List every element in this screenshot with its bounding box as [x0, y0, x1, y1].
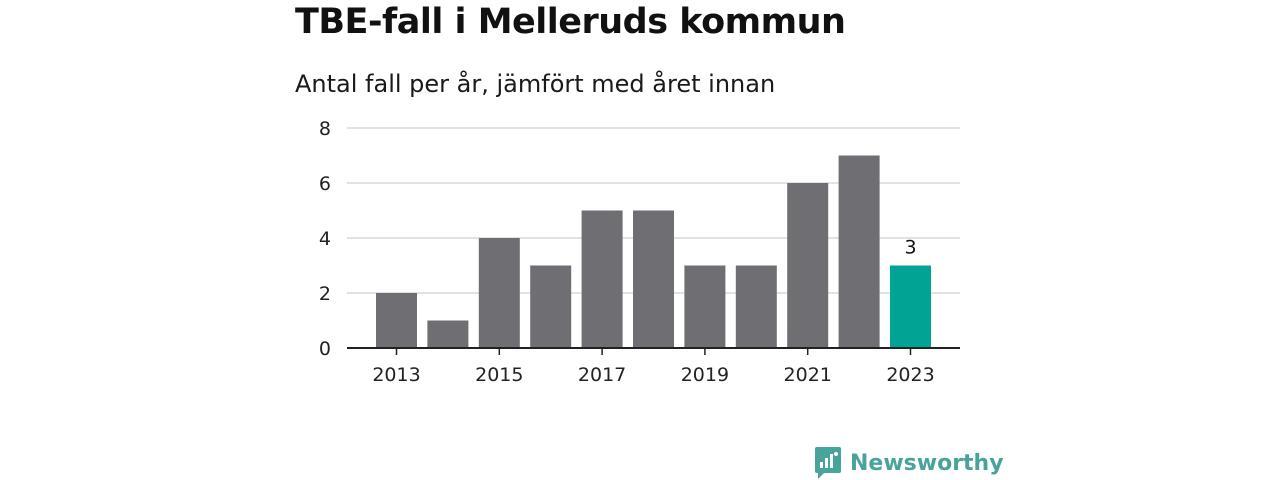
bar-2018	[633, 210, 674, 348]
brand-name: Newsworthy	[850, 450, 1004, 476]
x-tick-label: 2017	[578, 364, 626, 386]
bar-2022	[838, 155, 880, 348]
x-tick-label: 2015	[475, 364, 523, 386]
bar-2021	[787, 183, 829, 348]
chart-subtitle: Antal fall per år, jämfört med året inna…	[295, 70, 776, 98]
labels: 0 2 4 6 8 3 2013 2015 2017 2019 2021 2023	[319, 118, 960, 386]
chart-bubble-icon	[815, 447, 841, 479]
y-tick-label: 0	[319, 338, 331, 360]
data-label: 3	[904, 237, 916, 259]
bar-2017	[581, 210, 623, 348]
y-tick-label: 4	[319, 228, 331, 250]
x-tick-label: 2019	[681, 364, 729, 386]
bar-2013	[376, 293, 417, 348]
x-tick-label: 2023	[886, 364, 934, 386]
y-tick-label: 6	[319, 173, 331, 195]
bars	[376, 155, 931, 348]
newsworthy-logo: Newsworthy	[814, 446, 1004, 480]
bar-2019	[684, 265, 726, 348]
bar-2016	[530, 265, 572, 348]
y-tick-label: 8	[319, 118, 331, 140]
x-tick-label: 2021	[784, 364, 832, 386]
bar-chart: 0 2 4 6 8 3 2013 2015 2017 2019 2021 2023	[319, 118, 960, 386]
bar-2023	[890, 265, 931, 348]
bar-2015	[478, 238, 520, 348]
bar-2014	[427, 320, 469, 348]
bar-2020	[735, 265, 777, 348]
chart-title: TBE-fall i Melleruds kommun	[295, 2, 846, 42]
y-tick-label: 2	[319, 283, 331, 305]
x-tick-label: 2013	[372, 364, 420, 386]
